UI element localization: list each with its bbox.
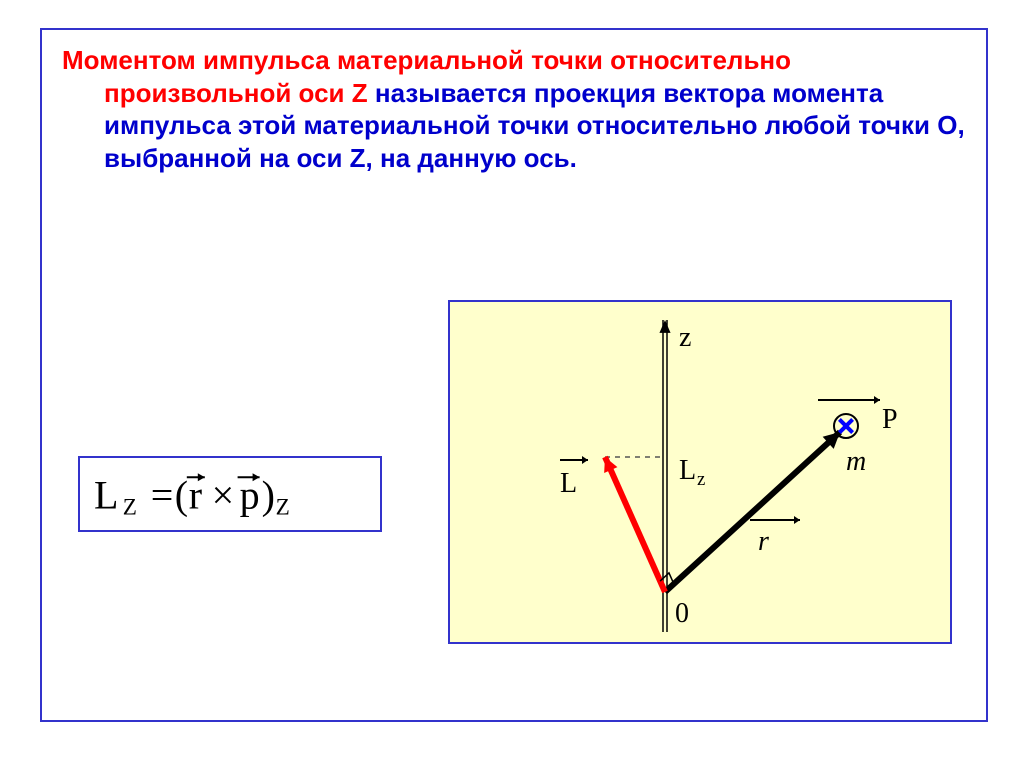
- svg-text:r: r: [758, 526, 769, 557]
- svg-text:Z: Z: [123, 494, 137, 520]
- svg-text:(: (: [175, 472, 188, 517]
- svg-text:×: ×: [212, 472, 235, 517]
- svg-text:m: m: [846, 446, 866, 477]
- definition-paragraph: Моментом импульса материальной точки отн…: [62, 44, 984, 174]
- formula-box: LZ=(r×p)Z: [78, 456, 382, 532]
- svg-text:=: =: [151, 472, 174, 517]
- svg-text:Z: Z: [276, 494, 290, 520]
- svg-text:): ): [262, 472, 275, 517]
- formula-svg: LZ=(r×p)Z: [80, 458, 380, 530]
- svg-text:z: z: [679, 322, 691, 353]
- slide: Моментом импульса материальной точки отн…: [0, 0, 1024, 767]
- svg-text:p: p: [240, 472, 260, 517]
- svg-text:L: L: [94, 472, 118, 517]
- svg-text:L: L: [679, 455, 696, 486]
- svg-text:P: P: [882, 404, 898, 435]
- diagram-svg: zLLzPmr0: [450, 302, 950, 642]
- svg-text:z: z: [697, 469, 705, 490]
- svg-text:0: 0: [675, 598, 689, 629]
- svg-text:L: L: [560, 468, 577, 499]
- diagram-box: zLLzPmr0: [448, 300, 952, 644]
